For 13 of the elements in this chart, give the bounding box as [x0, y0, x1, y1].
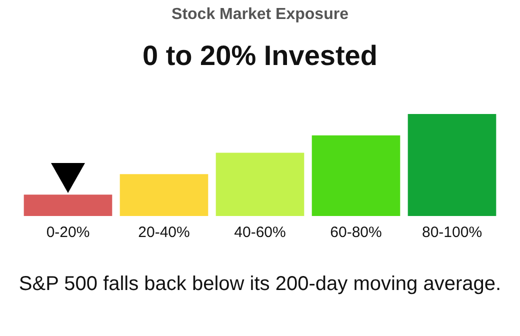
text: S&P 500 falls back below its 200-day moving average.: [18, 272, 502, 296]
bar: [24, 194, 112, 216]
chart-subtitle: Stock Market Exposure: [170, 6, 350, 24]
x-tick-label: 60-80%: [330, 224, 382, 242]
bar: [312, 135, 400, 216]
chart-title: 0 to 20% Invested: [142, 40, 378, 72]
bar: [120, 174, 208, 216]
x-tick-label: 0-20%: [46, 224, 90, 242]
x-tick-label: 80-100%: [422, 224, 482, 242]
x-tick-label: 20-40%: [138, 224, 190, 242]
x-tick-label: 40-60%: [234, 224, 286, 242]
bar: [216, 152, 304, 216]
bar: [408, 114, 496, 216]
